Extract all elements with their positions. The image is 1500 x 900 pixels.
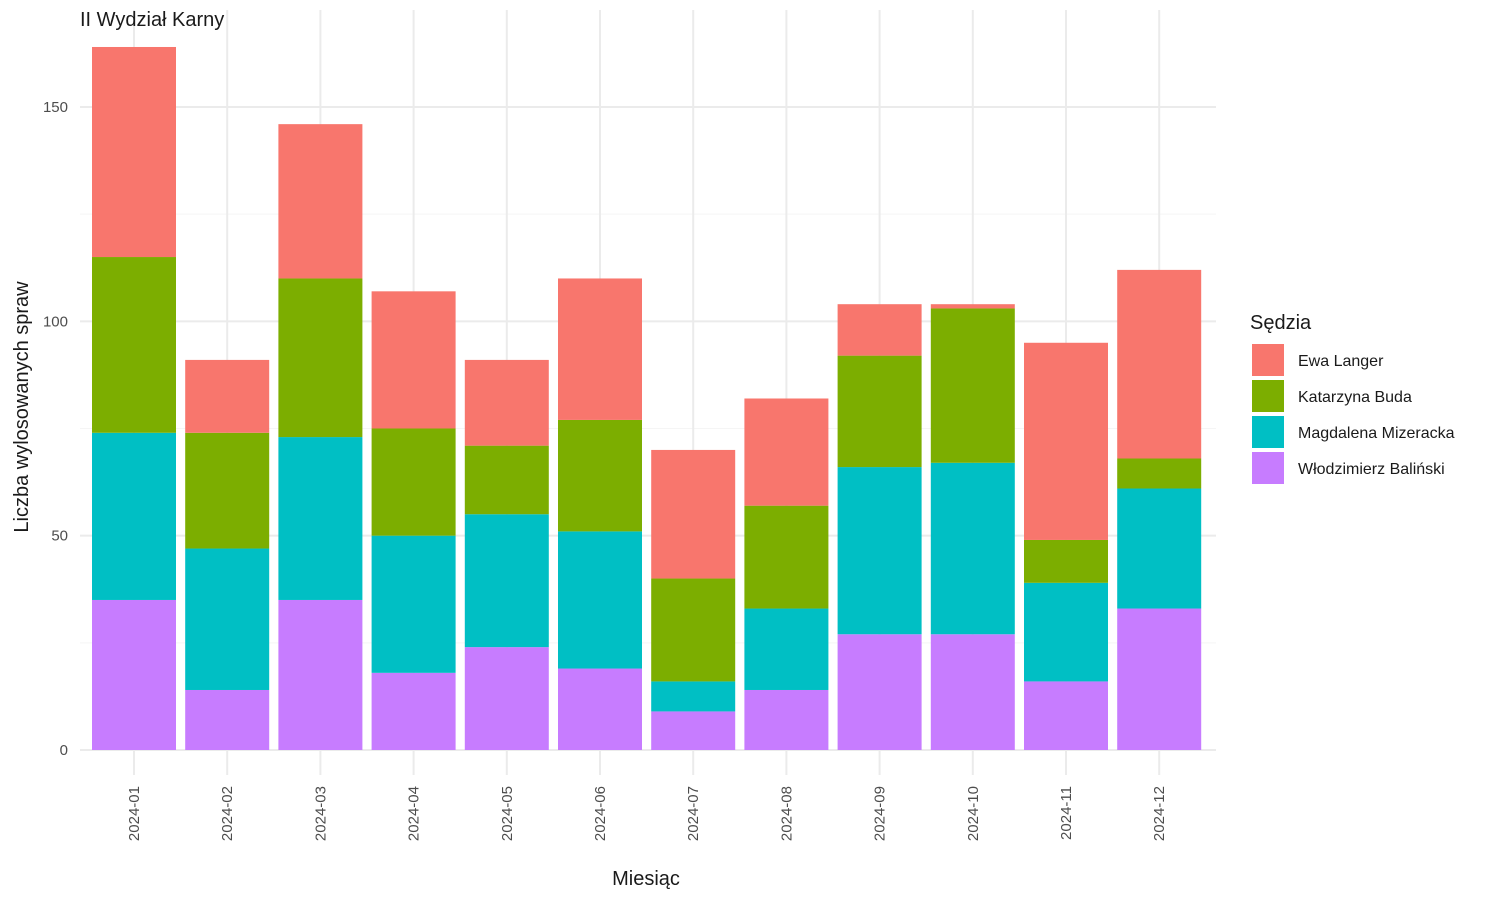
bar-segment (185, 689, 270, 750)
bar-segment (1117, 458, 1202, 489)
y-axis-ticks: 0 50 100 150 (43, 99, 68, 759)
legend-label: Włodzimierz Baliński (1298, 461, 1445, 478)
bars (92, 46, 1202, 750)
bar-segment (651, 449, 736, 579)
bar-segment (185, 548, 270, 690)
bar-segment (558, 278, 642, 420)
bar-segment (744, 608, 829, 690)
legend-label: Ewa Langer (1298, 353, 1384, 370)
bar-segment (92, 46, 176, 258)
legend-swatch (1252, 344, 1284, 376)
y-tick-label: 150 (43, 99, 68, 116)
legend: Sędzia Ewa Langer Katarzyna Buda Magdalena… (1250, 312, 1455, 484)
bar-segment (837, 355, 922, 468)
bar-segment (744, 505, 829, 609)
bar-segment (185, 432, 270, 549)
y-tick-label: 50 (51, 528, 68, 545)
y-tick-label: 100 (43, 313, 68, 330)
x-tick-label: 2024-08 (778, 786, 795, 841)
bar-segment (930, 462, 1015, 635)
bar-segment (371, 672, 456, 750)
legend-swatch (1252, 416, 1284, 448)
bar-segment (92, 432, 176, 600)
x-tick-label: 2024-09 (872, 786, 889, 841)
bar-segment (371, 428, 456, 536)
y-tick-label: 0 (60, 742, 68, 759)
x-tick-label: 2024-01 (126, 786, 143, 841)
bar-segment (1024, 582, 1108, 682)
chart-title: II Wydział Karny (80, 9, 224, 31)
bar-segment (1024, 342, 1108, 540)
x-tick-label: 2024-03 (312, 786, 329, 841)
bar-segment (558, 668, 642, 750)
x-tick-label: 2024-12 (1151, 786, 1168, 841)
bar-segment (278, 278, 363, 438)
x-tick-label: 2024-05 (499, 786, 516, 841)
bar-segment (464, 514, 549, 648)
bar-segment (1117, 608, 1202, 750)
x-tick-label: 2024-10 (965, 786, 982, 841)
bar-segment (930, 634, 1015, 750)
bar-segment (278, 437, 363, 600)
bar-segment (1117, 488, 1202, 609)
legend-swatch (1252, 380, 1284, 412)
bar-segment (837, 634, 922, 750)
x-axis-ticks: 2024-01 2024-02 2024-03 2024-04 2024-05 2024-… (126, 786, 1168, 841)
bar-segment (371, 535, 456, 673)
bar-segment (930, 304, 1015, 309)
bar-segment (651, 711, 736, 750)
bar-segment (1024, 681, 1108, 750)
bar-segment (744, 689, 829, 750)
x-tick-label: 2024-02 (219, 786, 236, 841)
x-tick-label: 2024-11 (1058, 786, 1075, 840)
bar-segment (651, 681, 736, 712)
legend-swatch (1252, 452, 1284, 484)
x-tick-label: 2024-07 (685, 786, 702, 841)
bar-segment (837, 467, 922, 635)
legend-label: Katarzyna Buda (1298, 389, 1412, 406)
bar-segment (558, 531, 642, 669)
bar-segment (1117, 269, 1202, 459)
bar-segment (464, 647, 549, 750)
y-axis-title: Liczba wylosowanych spraw (11, 281, 33, 533)
bar-segment (185, 359, 270, 433)
legend-label: Magdalena Mizeracka (1298, 425, 1455, 442)
bar-segment (558, 419, 642, 532)
bar-segment (930, 308, 1015, 463)
bar-segment (278, 124, 363, 279)
x-tick-label: 2024-04 (406, 786, 423, 841)
bar-segment (837, 304, 922, 356)
bar-segment (371, 291, 456, 429)
bar-segment (1024, 539, 1108, 583)
bar-segment (92, 257, 176, 433)
bar-segment (651, 578, 736, 682)
x-tick-label: 2024-06 (592, 786, 609, 841)
x-axis-title: Miesiąc (612, 868, 680, 890)
bar-segment (744, 398, 829, 506)
bar-segment (464, 445, 549, 515)
bar-segment (278, 599, 363, 750)
bar-segment (464, 359, 549, 446)
bar-segment (92, 599, 176, 750)
legend-title: Sędzia (1250, 312, 1312, 334)
